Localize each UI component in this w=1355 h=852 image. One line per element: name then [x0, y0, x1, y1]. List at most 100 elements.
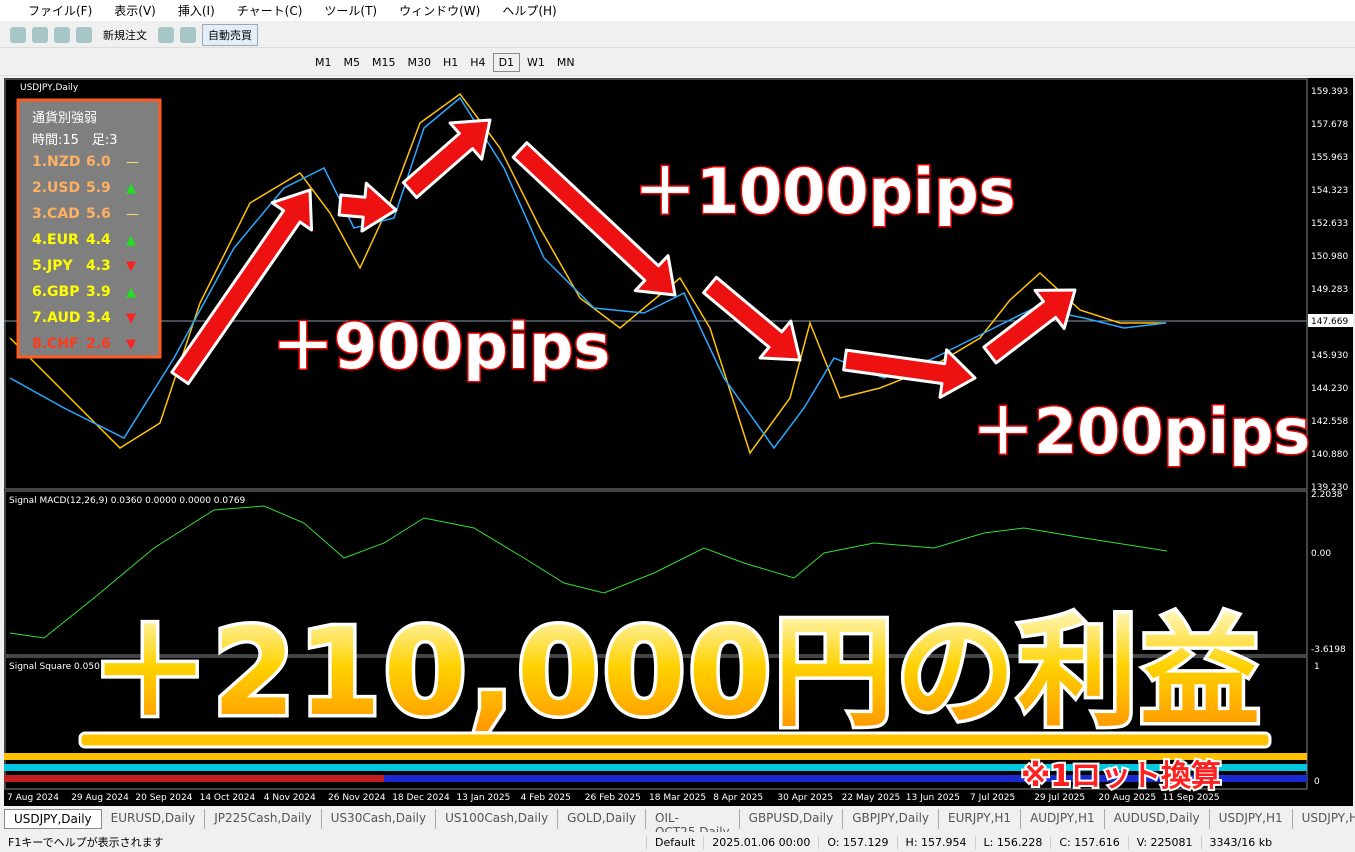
- square-scale: 1: [1314, 662, 1320, 672]
- tab-bar: USDJPY,Daily EURUSD,Daily JP225Cash,Daily U…: [4, 809, 1355, 839]
- tab[interactable]: USDJPY,H1: [1210, 809, 1293, 829]
- date-label: 22 May 2025: [842, 793, 901, 803]
- tab[interactable]: GBPJPY,Daily: [843, 809, 940, 829]
- date-label: 26 Feb 2025: [585, 793, 641, 803]
- tab[interactable]: JP225Cash,Daily: [205, 809, 322, 829]
- date-label: 29 Aug 2024: [71, 793, 129, 803]
- date-label: 18 Mar 2025: [649, 793, 706, 803]
- price-label: 144.230: [1311, 384, 1348, 394]
- annotation: ＋1000pips: [634, 155, 1015, 228]
- macd-scale: -3.6198: [1311, 645, 1346, 655]
- row-label: 2.USD: [32, 180, 80, 196]
- macd-pane: [4, 490, 1308, 656]
- auto-trade-button[interactable]: 自動売買: [202, 23, 258, 46]
- menu-item[interactable]: チャート(C): [236, 4, 303, 18]
- row-icon: ▼: [126, 311, 136, 326]
- tab[interactable]: GBPUSD,Daily: [740, 809, 844, 829]
- tab[interactable]: EURJPY,H1: [939, 809, 1022, 829]
- price-label: 139.230: [1311, 483, 1348, 493]
- tab[interactable]: USDJPY,H1: [1293, 809, 1355, 829]
- tab[interactable]: USDJPY,Daily: [4, 809, 102, 829]
- menu-item[interactable]: ファイル(F): [28, 4, 93, 18]
- row-label: 1.NZD: [32, 154, 81, 170]
- icon: [32, 26, 48, 43]
- timeframe-button[interactable]: D1: [492, 53, 521, 72]
- panel-subtitle: 時間:15 足:3: [32, 133, 118, 148]
- macd-scale: 2.2038: [1311, 490, 1343, 500]
- timeframe-button[interactable]: M15: [372, 56, 396, 69]
- menu-item[interactable]: 挿入(I): [177, 4, 215, 18]
- price-label: 154.323: [1311, 186, 1348, 196]
- icon: [180, 26, 196, 43]
- tab[interactable]: AUDJPY,H1: [1021, 809, 1105, 829]
- signal-band: [4, 775, 1307, 782]
- price-label: 149.283: [1311, 285, 1348, 295]
- row-value: 3.4: [86, 310, 111, 326]
- date-label: 13 Jun 2025: [906, 793, 960, 803]
- new-order-button[interactable]: 新規注文: [103, 28, 147, 42]
- timeframe-button[interactable]: M1: [315, 56, 332, 69]
- price-label: 150.980: [1311, 252, 1348, 262]
- row-icon: —: [126, 155, 139, 170]
- row-label: 3.CAD: [32, 206, 80, 222]
- trade-arrow: [702, 275, 802, 362]
- timeframe-bar: M1 M5 M15 M30 H1 H4 D1 W1 MN: [0, 50, 1355, 76]
- row-icon: ▲: [126, 285, 136, 300]
- timeframe-button[interactable]: W1: [527, 56, 545, 69]
- price-label: 155.963: [1311, 153, 1348, 163]
- menu-item[interactable]: 表示(V): [114, 4, 156, 18]
- timeframe-button[interactable]: H4: [470, 56, 486, 69]
- annotation: ＋900pips: [272, 310, 610, 383]
- macd-signal-line: [9, 505, 1168, 639]
- icon: [158, 26, 174, 43]
- tab[interactable]: EURUSD,Daily: [102, 809, 206, 829]
- signal-band: [4, 775, 384, 782]
- square-label: Signal Square 0.050: [9, 662, 100, 672]
- date-label: 11 Sep 2025: [1163, 793, 1220, 803]
- square-scale: 0: [1314, 777, 1320, 787]
- status-close: C: 157.616: [1050, 835, 1127, 849]
- status-volume: V: 225081: [1127, 835, 1201, 849]
- price-label: 152.633: [1311, 219, 1348, 229]
- chart-title: USDJPY,Daily: [20, 83, 79, 93]
- row-icon: ▼: [126, 259, 136, 274]
- macd-label: Signal MACD(12,26,9) 0.0360 0.0000 0.000…: [9, 496, 246, 506]
- status-help: F1キーでヘルプが表示されます: [8, 836, 164, 849]
- trade-arrow: [982, 288, 1077, 365]
- menu-item[interactable]: ヘルプ(H): [502, 4, 557, 18]
- tab[interactable]: AUDUSD,Daily: [1105, 809, 1210, 829]
- trade-arrow: [170, 188, 314, 386]
- strength-panel: [16, 98, 162, 359]
- trade-arrow: [842, 348, 977, 399]
- date-label: 26 Nov 2024: [328, 793, 386, 803]
- row-value: 4.3: [86, 258, 111, 274]
- trade-arrow: [401, 118, 492, 200]
- row-icon: —: [126, 207, 139, 222]
- tab[interactable]: US100Cash,Daily: [436, 809, 559, 829]
- banner-headline: ＋210,000円の利益: [90, 604, 1260, 743]
- status-traffic: 3343/16 kb: [1200, 835, 1281, 849]
- menu-item[interactable]: ウィンドウ(W): [399, 4, 481, 18]
- status-low: L: 156.228: [974, 835, 1051, 849]
- timeframe-button[interactable]: M5: [343, 56, 361, 69]
- row-icon: ▲: [126, 181, 136, 196]
- row-icon: ▲: [126, 233, 136, 248]
- row-value: 3.9: [86, 284, 111, 300]
- tab[interactable]: OIL-OCT25,Daily: [646, 809, 740, 839]
- current-price-box: [1308, 314, 1353, 327]
- tab[interactable]: GOLD,Daily: [558, 809, 647, 829]
- tab[interactable]: US30Cash,Daily: [322, 809, 437, 829]
- price-label: 142.558: [1311, 417, 1348, 427]
- row-label: 7.AUD: [32, 310, 80, 326]
- timeframe-button[interactable]: H1: [443, 56, 459, 69]
- menu-item[interactable]: ツール(T): [324, 4, 378, 18]
- price-label: 140.880: [1311, 450, 1348, 460]
- row-value: 5.9: [86, 180, 111, 196]
- signal-band: [4, 764, 1307, 771]
- timeframe-button[interactable]: M30: [407, 56, 432, 69]
- timeframe-button[interactable]: MN: [556, 56, 575, 69]
- chart-window: USDJPY,Daily 159.393 157.678 155.963 154.323…: [4, 78, 1353, 806]
- trade-arrow: [511, 141, 677, 297]
- icon: [76, 26, 92, 43]
- icon: [54, 26, 70, 43]
